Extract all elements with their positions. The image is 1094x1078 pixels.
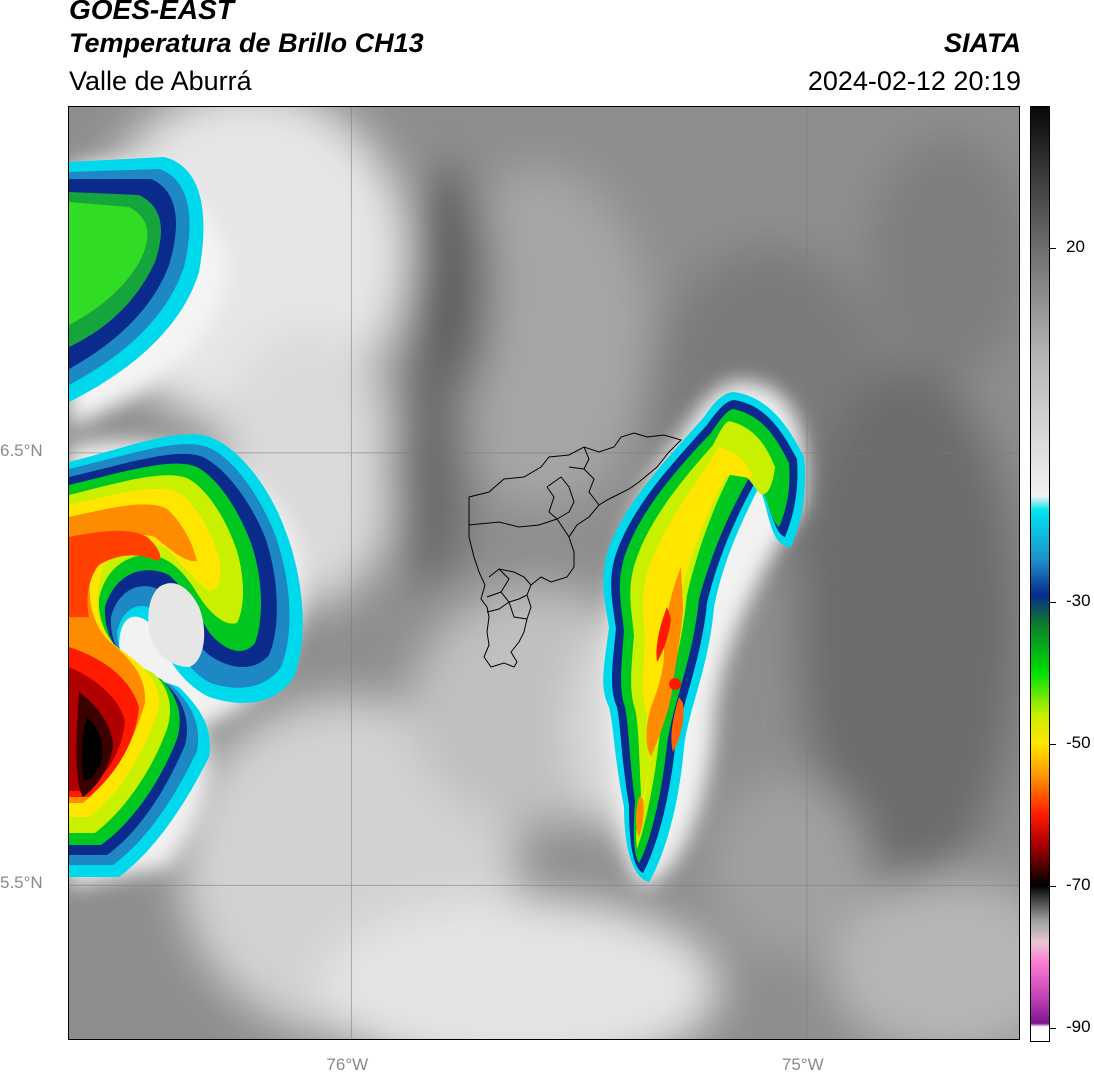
colorbar-tick-label: 20 <box>1066 236 1085 256</box>
temperature-colorbar <box>1030 106 1050 1042</box>
convective-cell-northwest <box>69 157 204 402</box>
longitude-label: 76°W <box>326 1055 369 1074</box>
datetime-label: 2024-02-12 20:19 <box>807 66 1021 96</box>
latitude-label: 5.5°N <box>0 873 43 893</box>
product-title: Temperatura de Brillo CH13 <box>69 28 424 58</box>
region-subtitle: Valle de Aburrá <box>69 66 252 96</box>
colorbar-tick-label: -90 <box>1066 1016 1091 1036</box>
longitude-label: 75°W <box>781 1055 824 1074</box>
latitude-label: 6.5°N <box>0 440 43 460</box>
cell-cavity <box>148 583 205 667</box>
municipal-boundaries <box>468 432 682 668</box>
colorbar-tick-label: -30 <box>1066 591 1091 611</box>
colorbar-tick <box>1050 744 1056 746</box>
colorbar-tick <box>1050 247 1056 249</box>
colorbar-tick-label: -70 <box>1066 875 1091 894</box>
colorbar-tick <box>1050 602 1056 604</box>
colorbar-tick <box>1050 1027 1056 1029</box>
organization-label: SIATA <box>944 28 1021 58</box>
satellite-map[interactable] <box>68 106 1020 1040</box>
map-canvas <box>69 107 1019 1039</box>
convective-cell-east <box>603 392 806 882</box>
satellite-title: GOES-EAST <box>69 0 234 25</box>
colorbar-tick-label: -50 <box>1066 733 1091 753</box>
colorbar-tick <box>1050 886 1056 887</box>
